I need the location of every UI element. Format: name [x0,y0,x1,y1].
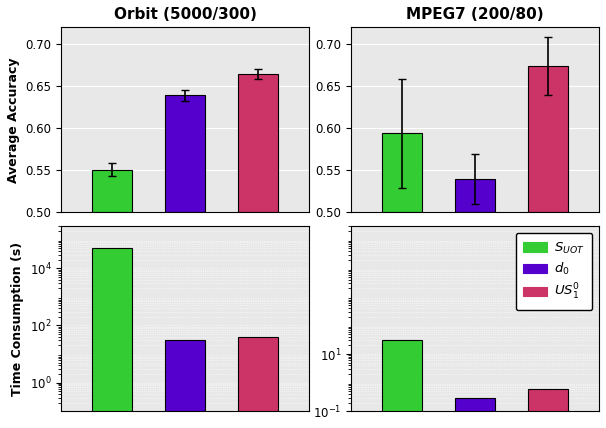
Legend: $S_{UOT}$, $d_0$, $US_1^0$: $S_{UOT}$, $d_0$, $US_1^0$ [516,233,593,310]
Bar [528,389,568,428]
Bar [238,74,278,212]
Bar [455,398,495,428]
Bar [238,337,278,428]
Bar [382,340,422,428]
Title: MPEG7 (200/80): MPEG7 (200/80) [407,7,544,22]
Y-axis label: Time Consumption (s): Time Consumption (s) [11,241,24,396]
Bar [528,66,568,212]
Bar [382,134,422,212]
Title: Orbit (5000/300): Orbit (5000/300) [114,7,256,22]
Bar [455,179,495,212]
Y-axis label: Average Accuracy: Average Accuracy [7,57,20,183]
Bar [92,169,132,212]
Bar [165,95,205,212]
Bar [92,248,132,428]
Bar [165,340,205,428]
